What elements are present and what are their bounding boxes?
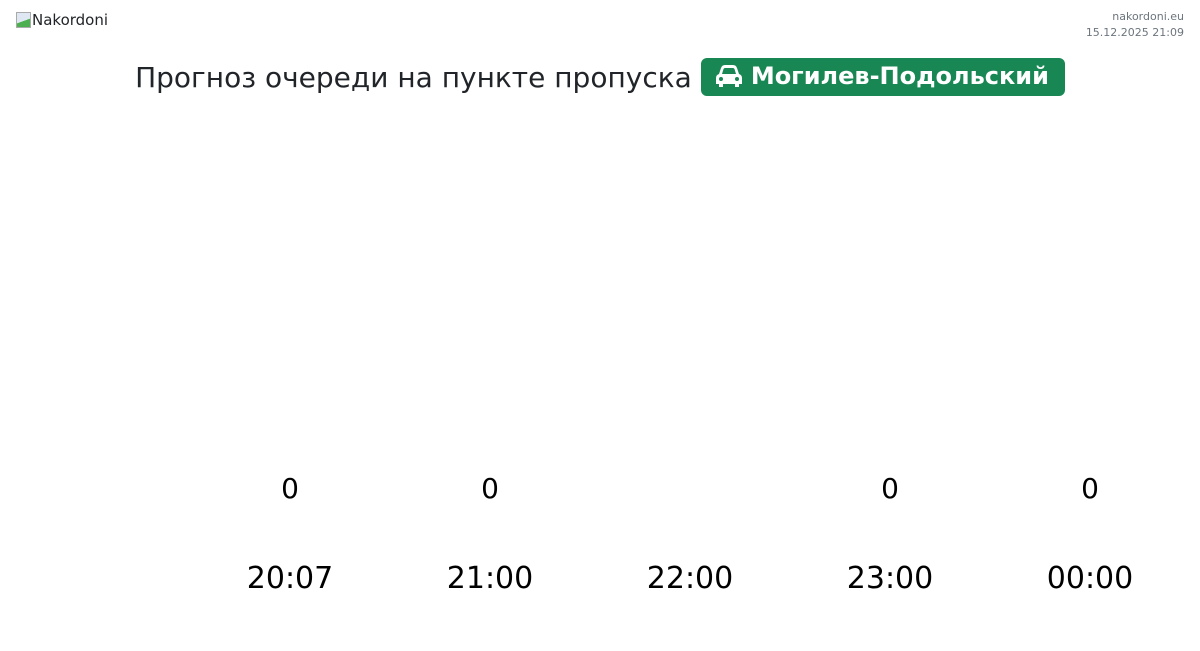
timestamp: 15.12.2025 21:09 [1085, 26, 1184, 39]
title-text: Прогноз очереди на пункте пропуска [135, 60, 692, 94]
checkpoint-name: Могилев-Подольский [750, 62, 1049, 90]
header-meta: nakordoni.eu 15.12.2025 21:09 [1086, 9, 1184, 41]
logo[interactable]: Nakordoni [16, 11, 108, 29]
bar-value-label: 0 [881, 472, 899, 505]
car-icon [715, 65, 742, 87]
time-label: 23:00 [846, 561, 934, 596]
logo-alt-text: Nakordoni [32, 11, 109, 29]
bar-value-label: 0 [281, 472, 299, 505]
bar-value-label: 0 [481, 472, 499, 505]
site-name: nakordoni.eu [1112, 10, 1184, 23]
checkpoint-badge: Могилев-Подольский [700, 58, 1065, 96]
time-label: 21:00 [446, 561, 534, 596]
time-label: 00:00 [1046, 561, 1134, 596]
time-label: 22:00 [646, 561, 734, 596]
broken-image-icon [16, 12, 31, 28]
bar-value-label: 0 [1081, 472, 1099, 505]
time-label: 20:07 [246, 561, 334, 596]
page-title: Прогноз очереди на пункте пропуска Могил… [0, 58, 1200, 96]
